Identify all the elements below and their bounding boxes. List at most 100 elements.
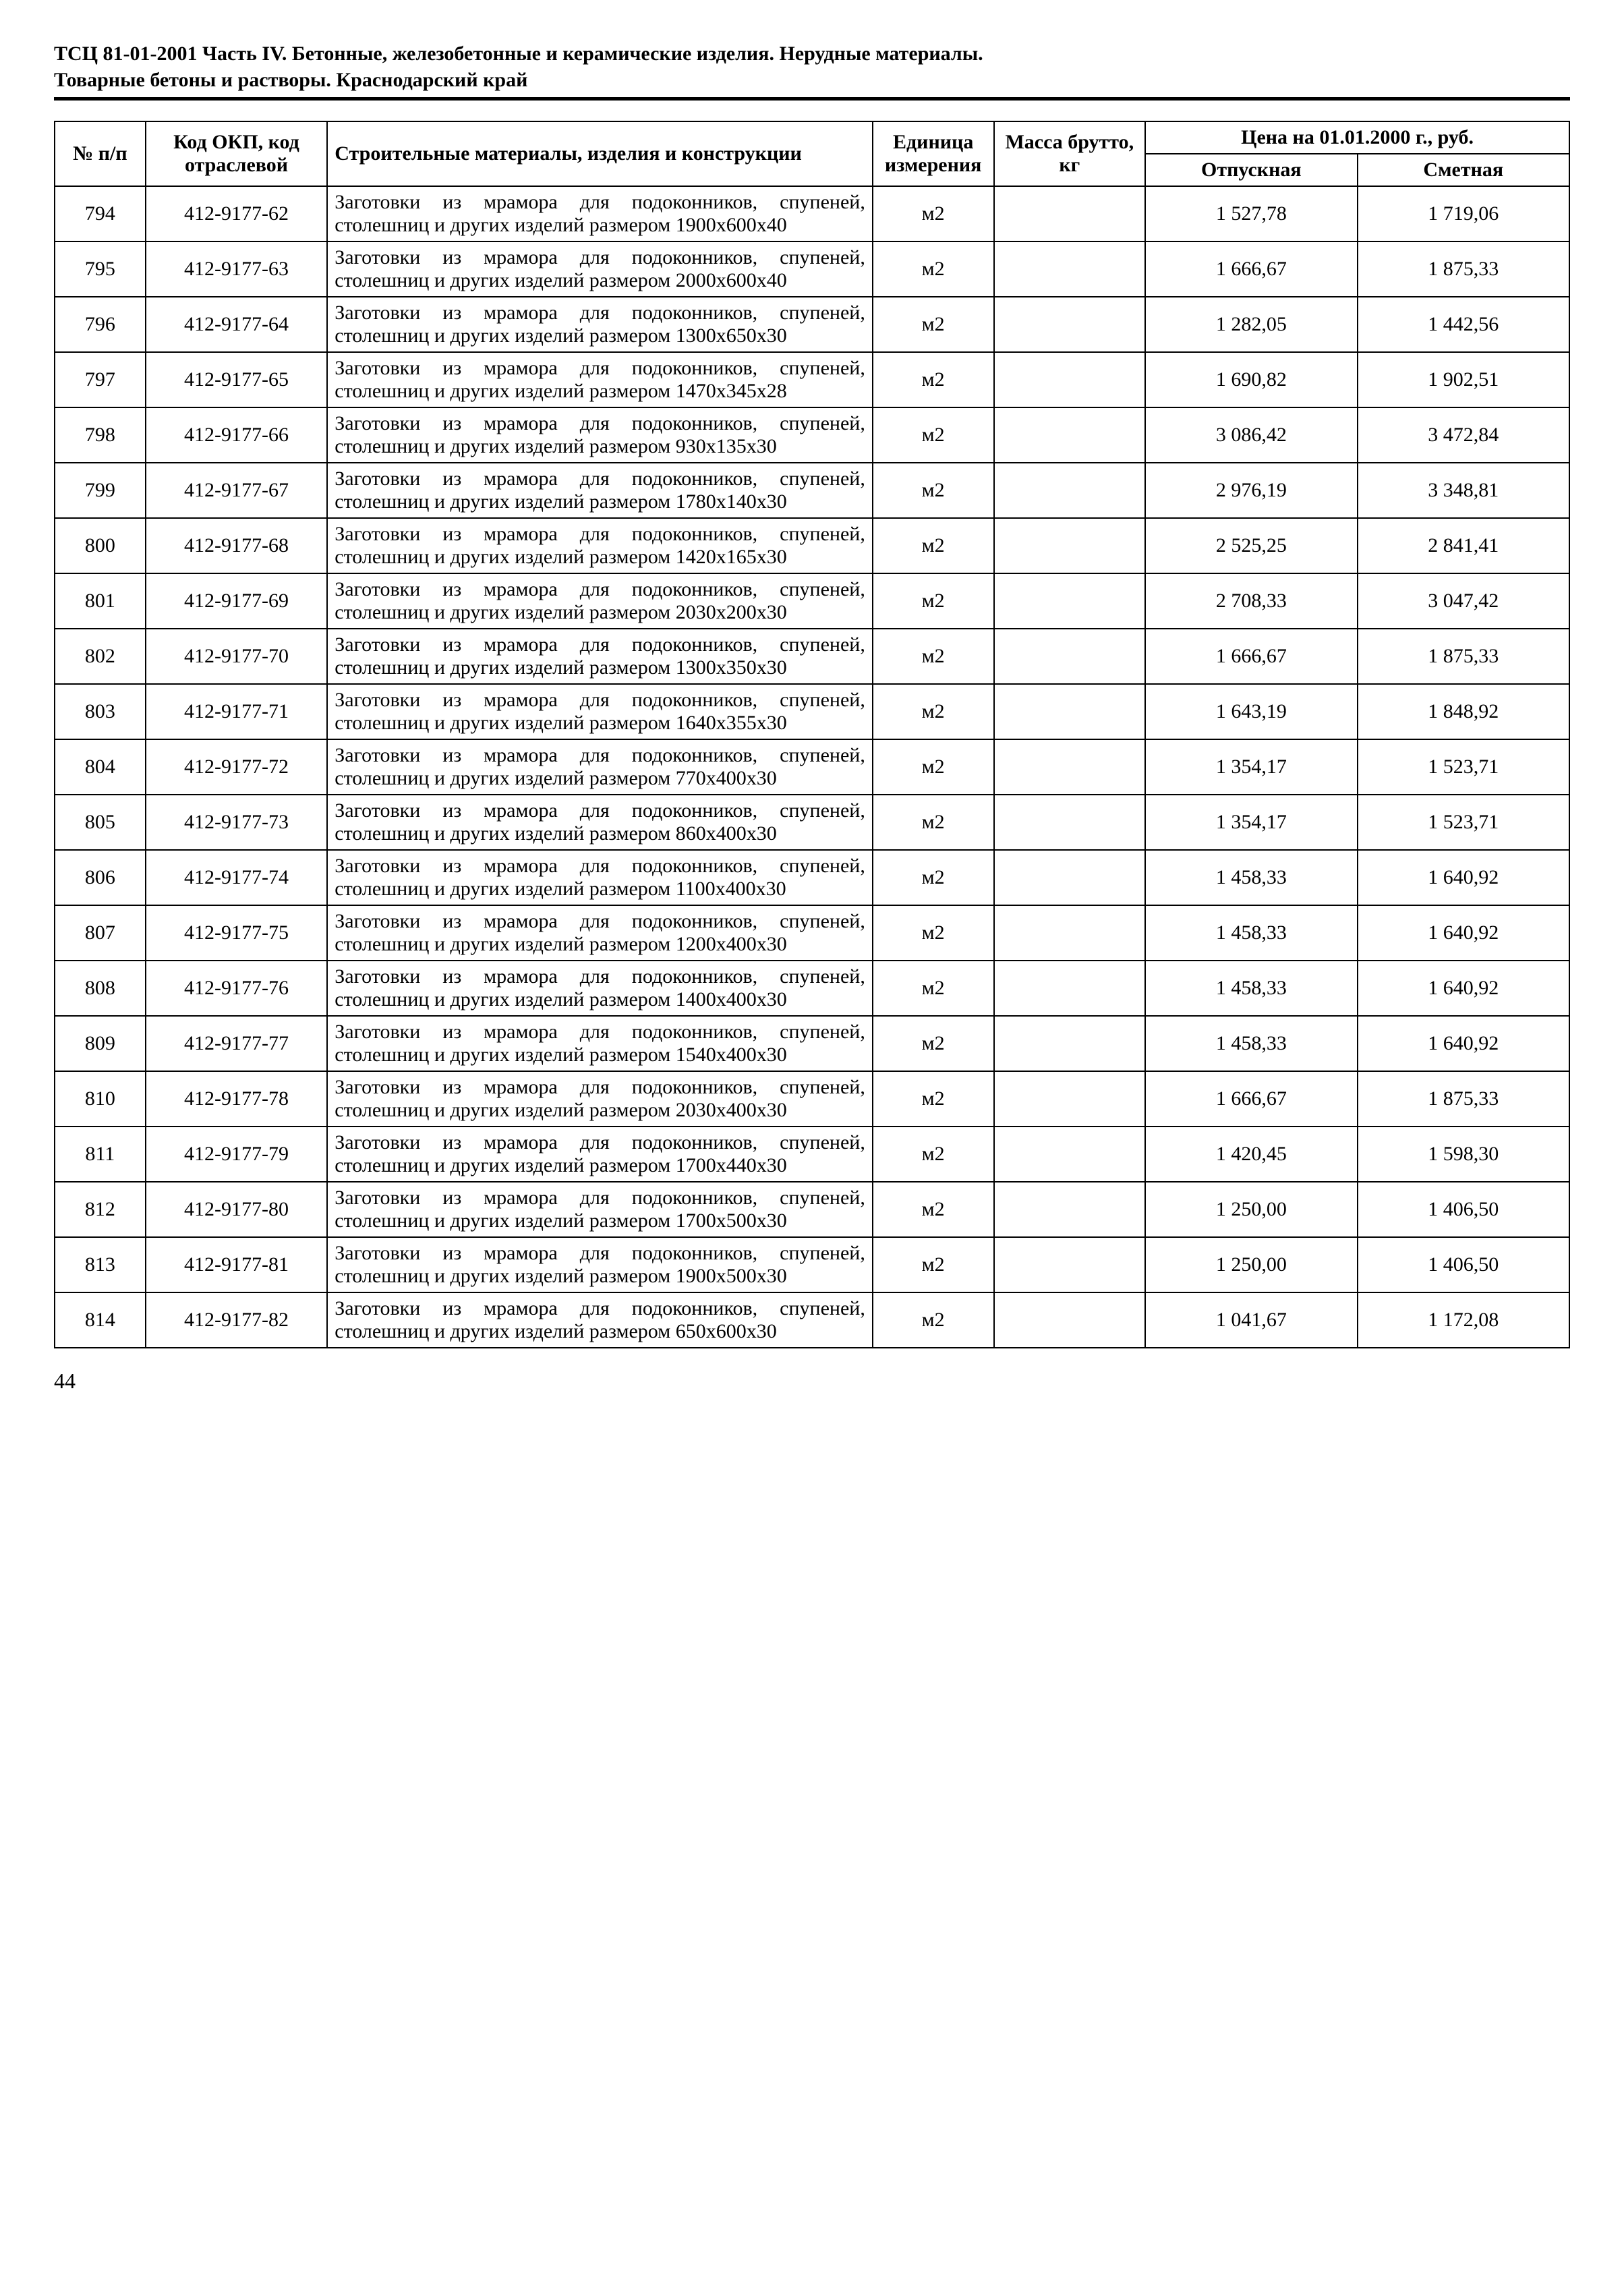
cell-price-smetnaya: 1 172,08 [1358,1292,1569,1348]
cell-num: 803 [55,684,146,739]
cell-price-otpusknaya: 1 250,00 [1145,1182,1357,1237]
cell-num: 807 [55,905,146,961]
cell-price-smetnaya: 1 640,92 [1358,961,1569,1016]
cell-price-otpusknaya: 1 690,82 [1145,352,1357,407]
table-row: 799412-9177-67Заготовки из мрамора для п… [55,463,1569,518]
cell-desc: Заготовки из мрамора для подоконников, с… [327,518,873,573]
cell-mass [994,1071,1146,1127]
cell-unit: м2 [873,961,994,1016]
cell-price-otpusknaya: 1 643,19 [1145,684,1357,739]
header-line2: Товарные бетоны и растворы. Краснодарски… [54,67,1570,93]
col-header-num: № п/п [55,121,146,186]
cell-unit: м2 [873,352,994,407]
cell-unit: м2 [873,463,994,518]
col-header-desc: Строительные материалы, изделия и констр… [327,121,873,186]
table-row: 808412-9177-76Заготовки из мрамора для п… [55,961,1569,1016]
cell-mass [994,573,1146,629]
cell-price-smetnaya: 1 719,06 [1358,186,1569,241]
cell-code: 412-9177-65 [146,352,328,407]
table-row: 800412-9177-68Заготовки из мрамора для п… [55,518,1569,573]
cell-code: 412-9177-81 [146,1237,328,1292]
cell-price-otpusknaya: 2 976,19 [1145,463,1357,518]
cell-unit: м2 [873,573,994,629]
cell-code: 412-9177-78 [146,1071,328,1127]
cell-desc: Заготовки из мрамора для подоконников, с… [327,684,873,739]
cell-mass [994,1292,1146,1348]
cell-num: 798 [55,407,146,463]
table-row: 794412-9177-62Заготовки из мрамора для п… [55,186,1569,241]
cell-code: 412-9177-70 [146,629,328,684]
cell-mass [994,241,1146,297]
cell-price-otpusknaya: 1 458,33 [1145,1016,1357,1071]
table-row: 813412-9177-81Заготовки из мрамора для п… [55,1237,1569,1292]
table-row: 798412-9177-66Заготовки из мрамора для п… [55,407,1569,463]
materials-table: № п/п Код ОКП, код отраслевой Строительн… [54,121,1570,1348]
cell-price-smetnaya: 2 841,41 [1358,518,1569,573]
cell-unit: м2 [873,1127,994,1182]
table-row: 812412-9177-80Заготовки из мрамора для п… [55,1182,1569,1237]
cell-price-smetnaya: 1 875,33 [1358,629,1569,684]
cell-unit: м2 [873,850,994,905]
cell-desc: Заготовки из мрамора для подоконников, с… [327,795,873,850]
cell-price-smetnaya: 3 348,81 [1358,463,1569,518]
cell-desc: Заготовки из мрамора для подоконников, с… [327,241,873,297]
cell-mass [994,850,1146,905]
cell-mass [994,352,1146,407]
cell-code: 412-9177-66 [146,407,328,463]
cell-code: 412-9177-75 [146,905,328,961]
cell-unit: м2 [873,795,994,850]
cell-price-smetnaya: 3 472,84 [1358,407,1569,463]
cell-desc: Заготовки из мрамора для подоконников, с… [327,1182,873,1237]
cell-desc: Заготовки из мрамора для подоконников, с… [327,407,873,463]
document-header: ТСЦ 81-01-2001 Часть IV. Бетонные, желез… [54,40,1570,101]
cell-unit: м2 [873,1237,994,1292]
table-row: 802412-9177-70Заготовки из мрамора для п… [55,629,1569,684]
cell-unit: м2 [873,1016,994,1071]
table-row: 795412-9177-63Заготовки из мрамора для п… [55,241,1569,297]
cell-num: 808 [55,961,146,1016]
cell-code: 412-9177-69 [146,573,328,629]
cell-mass [994,795,1146,850]
cell-code: 412-9177-62 [146,186,328,241]
cell-desc: Заготовки из мрамора для подоконников, с… [327,961,873,1016]
cell-mass [994,629,1146,684]
cell-unit: м2 [873,739,994,795]
cell-mass [994,739,1146,795]
cell-price-otpusknaya: 1 458,33 [1145,850,1357,905]
cell-mass [994,1237,1146,1292]
cell-mass [994,518,1146,573]
cell-price-smetnaya: 1 875,33 [1358,1071,1569,1127]
cell-num: 814 [55,1292,146,1348]
cell-price-otpusknaya: 1 354,17 [1145,795,1357,850]
cell-num: 801 [55,573,146,629]
cell-price-smetnaya: 1 875,33 [1358,241,1569,297]
cell-desc: Заготовки из мрамора для подоконников, с… [327,297,873,352]
cell-unit: м2 [873,407,994,463]
cell-num: 794 [55,186,146,241]
col-header-code: Код ОКП, код отраслевой [146,121,328,186]
col-header-unit: Единица измерения [873,121,994,186]
cell-unit: м2 [873,1292,994,1348]
table-row: 797412-9177-65Заготовки из мрамора для п… [55,352,1569,407]
cell-desc: Заготовки из мрамора для подоконников, с… [327,186,873,241]
cell-code: 412-9177-72 [146,739,328,795]
cell-price-smetnaya: 1 523,71 [1358,795,1569,850]
cell-desc: Заготовки из мрамора для подоконников, с… [327,1071,873,1127]
cell-unit: м2 [873,186,994,241]
cell-unit: м2 [873,241,994,297]
cell-num: 800 [55,518,146,573]
cell-price-otpusknaya: 1 041,67 [1145,1292,1357,1348]
cell-code: 412-9177-82 [146,1292,328,1348]
cell-num: 810 [55,1071,146,1127]
cell-code: 412-9177-63 [146,241,328,297]
cell-price-otpusknaya: 1 666,67 [1145,629,1357,684]
cell-desc: Заготовки из мрамора для подоконников, с… [327,739,873,795]
cell-price-otpusknaya: 1 458,33 [1145,905,1357,961]
table-row: 809412-9177-77Заготовки из мрамора для п… [55,1016,1569,1071]
cell-code: 412-9177-74 [146,850,328,905]
page-number: 44 [54,1369,1570,1394]
cell-desc: Заготовки из мрамора для подоконников, с… [327,1127,873,1182]
col-header-mass: Масса брутто, кг [994,121,1146,186]
cell-price-smetnaya: 1 640,92 [1358,1016,1569,1071]
cell-price-smetnaya: 1 902,51 [1358,352,1569,407]
